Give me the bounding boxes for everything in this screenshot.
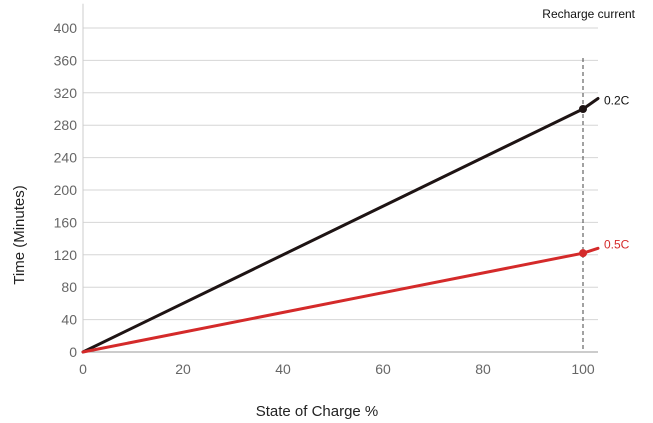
y-tick-label-320: 320: [54, 85, 78, 101]
x-tick-labels: 0 20 40 60 80 100: [79, 361, 595, 377]
y-tick-label-360: 360: [54, 52, 78, 68]
y-tick-label-40: 40: [61, 312, 77, 328]
y-tick-label-120: 120: [54, 247, 78, 263]
x-tick-label-100: 100: [571, 361, 595, 377]
y-tick-labels: 0 40 80 120 160 200 240 280 320 360 400: [54, 20, 78, 360]
x-tick-label-60: 60: [375, 361, 391, 377]
series-point-0.2C: [579, 105, 587, 113]
series-label-0.5C: 0.5C: [604, 237, 630, 251]
x-axis-title: State of Charge %: [256, 403, 379, 420]
x-tick-label-80: 80: [475, 361, 491, 377]
y-tick-label-0: 0: [69, 344, 77, 360]
y-axis-title: Time (Minutes): [11, 185, 28, 284]
y-tick-label-160: 160: [54, 214, 78, 230]
y-tick-label-280: 280: [54, 117, 78, 133]
y-tick-label-200: 200: [54, 182, 78, 198]
grid-lines: [83, 27, 598, 321]
series-group: 0.2C 0.5C: [81, 93, 630, 354]
series-point-0.5C: [579, 249, 587, 258]
legend-title: Recharge current: [542, 7, 635, 21]
series-line-0.5C: [81, 246, 600, 354]
y-tick-label-80: 80: [61, 279, 77, 295]
x-tick-label-0: 0: [79, 361, 87, 377]
y-tick-label-240: 240: [54, 150, 78, 166]
y-tick-label-400: 400: [54, 20, 78, 36]
x-tick-label-40: 40: [275, 361, 291, 377]
x-tick-label-20: 20: [175, 361, 191, 377]
series-line-0.2C: [81, 96, 600, 354]
series-label-0.2C: 0.2C: [604, 93, 630, 107]
